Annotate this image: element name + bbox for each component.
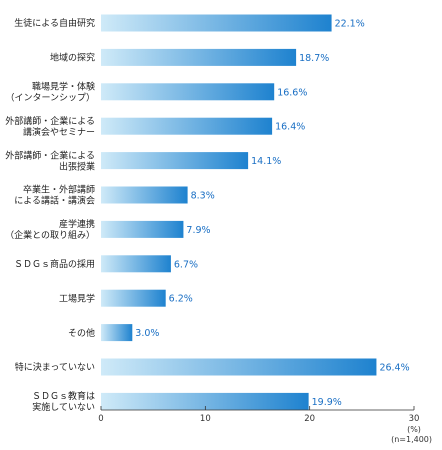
- x-tick-label: 10: [200, 414, 211, 424]
- value-label: 16.6%: [277, 87, 307, 98]
- bar: [101, 220, 184, 238]
- category-label: ＳＤＧｓ商品の採用: [14, 258, 95, 270]
- x-tick-label: 30: [409, 414, 420, 424]
- category-label: 卒業生・外部講師による講話・講演会: [14, 184, 95, 207]
- value-label: 16.4%: [275, 122, 305, 133]
- category-label: 生徒による自由研究: [14, 17, 95, 29]
- bar: [101, 152, 249, 170]
- category-label: 職場見学・体験（インターンシップ）: [5, 81, 95, 104]
- value-label: 7.9%: [186, 225, 210, 236]
- x-tick-label: 0: [98, 414, 103, 424]
- bar: [101, 83, 275, 101]
- x-tick-label: 20: [304, 414, 315, 424]
- category-label: ＳＤＧｓ教育は実施していない: [32, 390, 95, 413]
- category-label: その他: [68, 327, 95, 339]
- category-label: 地域の探究: [50, 52, 95, 64]
- bar: [101, 186, 188, 204]
- bar: [101, 255, 171, 273]
- value-label: 6.7%: [174, 259, 198, 270]
- bar: [101, 392, 309, 410]
- category-label: 工場見学: [59, 292, 95, 304]
- bar: [101, 117, 273, 135]
- unit-label: (%): [407, 425, 421, 434]
- value-label: 22.1%: [335, 19, 365, 30]
- category-label: 外部講師・企業による出張授業: [5, 149, 95, 172]
- value-label: 26.4%: [379, 363, 409, 374]
- value-label: 19.9%: [312, 397, 342, 408]
- bar: [101, 14, 332, 32]
- bar: [101, 358, 377, 376]
- value-label: 8.3%: [191, 191, 215, 202]
- value-label: 6.2%: [169, 294, 193, 305]
- value-label: 14.1%: [251, 156, 281, 167]
- value-label: 18.7%: [299, 53, 329, 64]
- category-label: 産学連携（企業との取り組み）: [5, 218, 95, 241]
- bar: [101, 289, 166, 307]
- category-label: 外部講師・企業による講演会やセミナー: [5, 115, 95, 138]
- category-label: 特に決まっていない: [15, 361, 95, 373]
- bar: [101, 324, 133, 342]
- sample-size-label: (n=1,400): [391, 435, 432, 444]
- bar: [101, 48, 297, 66]
- value-label: 3.0%: [135, 328, 159, 339]
